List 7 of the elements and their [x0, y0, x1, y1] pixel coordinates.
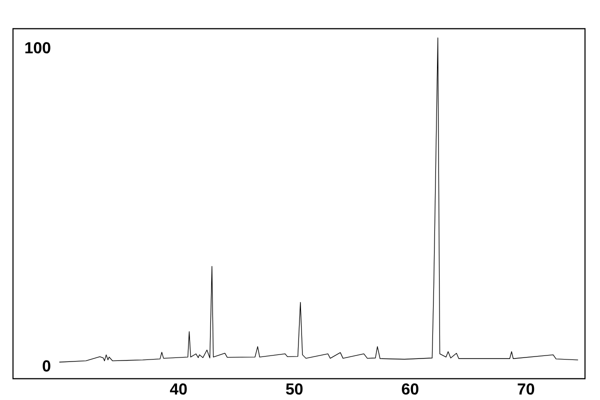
y-tick-label: 0	[42, 360, 50, 372]
y-tick-label: 100	[25, 42, 50, 54]
x-tick-label: 50	[286, 383, 303, 395]
line-series	[58, 38, 578, 362]
x-tick-label: 40	[170, 383, 187, 395]
x-tick-label: 70	[518, 383, 534, 395]
x-tick-label: 60	[402, 383, 418, 395]
